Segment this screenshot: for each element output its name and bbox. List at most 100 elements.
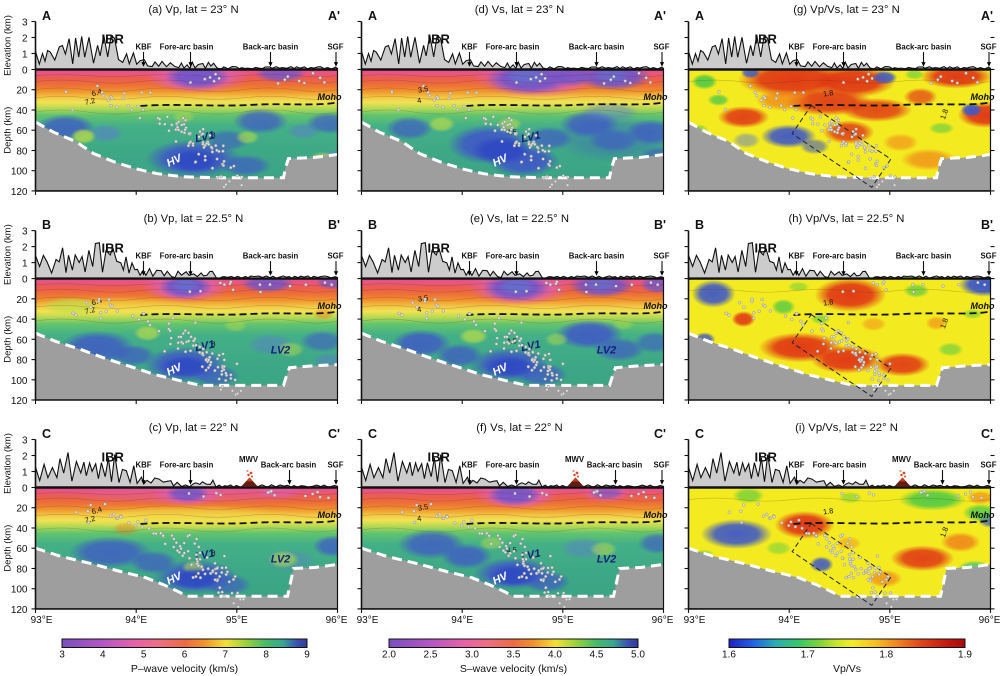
svg-text:LV2: LV2 <box>597 345 617 357</box>
svg-text:94°E: 94°E <box>125 615 147 626</box>
svg-text:IBR: IBR <box>102 450 125 465</box>
svg-text:SGF: SGF <box>653 460 669 469</box>
svg-text:95°E: 95°E <box>879 615 901 626</box>
svg-text:KBF: KBF <box>788 251 804 260</box>
svg-text:S–wave velocity (km/s): S–wave velocity (km/s) <box>460 663 567 675</box>
svg-text:A': A' <box>328 9 340 23</box>
svg-text:C': C' <box>981 427 993 441</box>
svg-text:93°E: 93°E <box>31 615 53 626</box>
svg-text:C: C <box>368 427 377 441</box>
svg-text:0: 0 <box>22 66 28 77</box>
svg-text:8: 8 <box>211 339 215 348</box>
svg-text:Moho: Moho <box>318 510 342 520</box>
svg-text:Back-arc basin: Back-arc basin <box>569 42 625 51</box>
svg-text:KBF: KBF <box>788 460 804 469</box>
svg-text:6.4: 6.4 <box>90 505 103 517</box>
svg-text:A: A <box>368 9 377 23</box>
svg-text:IBR: IBR <box>755 32 778 47</box>
svg-text:2: 2 <box>22 452 28 463</box>
svg-text:Moho: Moho <box>644 92 668 102</box>
svg-text:120: 120 <box>11 605 28 616</box>
svg-text:Back-arc basin: Back-arc basin <box>896 251 952 260</box>
svg-text:Moho: Moho <box>971 301 995 311</box>
svg-text:Fore-arc basin: Fore-arc basin <box>486 460 540 469</box>
svg-text:SGF: SGF <box>327 251 343 260</box>
svg-text:95°E: 95°E <box>226 615 248 626</box>
svg-text:Fore-arc basin: Fore-arc basin <box>813 251 867 260</box>
svg-text:(f) Vs, lat = 22° N: (f) Vs, lat = 22° N <box>476 422 562 434</box>
svg-text:3.5: 3.5 <box>417 502 429 513</box>
svg-text:3: 3 <box>22 227 28 238</box>
svg-text:7: 7 <box>223 650 229 661</box>
svg-text:80: 80 <box>16 356 28 367</box>
svg-text:SGF: SGF <box>980 460 996 469</box>
svg-text:Back-arc basin: Back-arc basin <box>914 460 970 469</box>
svg-text:A: A <box>42 9 51 23</box>
svg-text:Back-arc basin: Back-arc basin <box>896 42 952 51</box>
svg-text:C: C <box>42 427 51 441</box>
svg-text:Back-arc basin: Back-arc basin <box>261 460 317 469</box>
svg-text:94°E: 94°E <box>451 615 473 626</box>
svg-text:40: 40 <box>16 315 28 326</box>
svg-text:4: 4 <box>100 650 106 661</box>
svg-text:3: 3 <box>22 18 28 29</box>
svg-text:B': B' <box>328 218 340 232</box>
svg-text:60: 60 <box>16 544 28 555</box>
svg-text:6: 6 <box>182 650 188 661</box>
svg-text:3: 3 <box>22 436 28 447</box>
svg-text:4: 4 <box>416 305 421 314</box>
svg-text:94°E: 94°E <box>778 615 800 626</box>
svg-text:Elevation (km): Elevation (km) <box>3 433 14 494</box>
svg-text:KBF: KBF <box>135 460 151 469</box>
svg-text:4.5: 4.5 <box>590 650 604 661</box>
svg-text:Moho: Moho <box>318 92 342 102</box>
svg-text:7.2: 7.2 <box>84 96 96 107</box>
svg-text:3.5: 3.5 <box>417 293 429 304</box>
svg-text:1.8: 1.8 <box>822 506 834 516</box>
svg-text:1.8: 1.8 <box>938 108 950 121</box>
svg-text:4.5: 4.5 <box>506 545 516 554</box>
svg-text:MWV: MWV <box>892 455 912 464</box>
svg-text:9: 9 <box>304 650 310 661</box>
svg-text:KBF: KBF <box>461 42 477 51</box>
svg-text:120: 120 <box>11 187 28 198</box>
svg-text:Fore-arc basin: Fore-arc basin <box>160 251 214 260</box>
svg-text:Back-arc basin: Back-arc basin <box>243 42 299 51</box>
svg-text:60: 60 <box>16 126 28 137</box>
svg-text:4: 4 <box>416 514 421 523</box>
svg-text:LV1: LV1 <box>194 339 216 355</box>
svg-text:(d) Vs, lat = 23° N: (d) Vs, lat = 23° N <box>475 4 565 16</box>
svg-text:Depth (km): Depth (km) <box>3 316 14 363</box>
svg-text:93°E: 93°E <box>684 615 706 626</box>
svg-text:1: 1 <box>22 50 28 61</box>
svg-text:(e) Vs, lat = 22.5° N: (e) Vs, lat = 22.5° N <box>470 213 569 225</box>
svg-text:93°E: 93°E <box>357 615 379 626</box>
svg-text:KBF: KBF <box>135 42 151 51</box>
svg-text:KBF: KBF <box>135 251 151 260</box>
svg-text:SGF: SGF <box>327 42 343 51</box>
svg-text:(i) Vp/Vs, lat = 22° N: (i) Vp/Vs, lat = 22° N <box>795 422 898 434</box>
svg-text:A': A' <box>654 9 666 23</box>
svg-text:80: 80 <box>16 147 28 158</box>
svg-text:95°E: 95°E <box>552 615 574 626</box>
svg-text:MWV: MWV <box>565 455 585 464</box>
svg-text:1.8: 1.8 <box>822 297 834 307</box>
svg-text:100: 100 <box>11 585 28 596</box>
svg-text:96°E: 96°E <box>979 615 1000 626</box>
svg-text:Fore-arc basin: Fore-arc basin <box>160 42 214 51</box>
svg-text:IBR: IBR <box>102 32 125 47</box>
svg-text:Fore-arc basin: Fore-arc basin <box>813 42 867 51</box>
svg-text:KBF: KBF <box>461 251 477 260</box>
svg-text:1.8: 1.8 <box>938 317 950 330</box>
svg-text:P–wave velocity (km/s): P–wave velocity (km/s) <box>131 663 238 675</box>
svg-text:4.0: 4.0 <box>548 650 562 661</box>
svg-text:SGF: SGF <box>653 251 669 260</box>
svg-text:1.8: 1.8 <box>822 88 834 98</box>
svg-text:B: B <box>368 218 377 232</box>
svg-text:120: 120 <box>11 396 28 407</box>
svg-text:6.4: 6.4 <box>90 296 103 308</box>
svg-text:Moho: Moho <box>644 301 668 311</box>
svg-text:Moho: Moho <box>644 510 668 520</box>
svg-text:IBR: IBR <box>428 32 451 47</box>
svg-text:(h) Vp/Vs, lat = 22.5° N: (h) Vp/Vs, lat = 22.5° N <box>789 213 905 225</box>
